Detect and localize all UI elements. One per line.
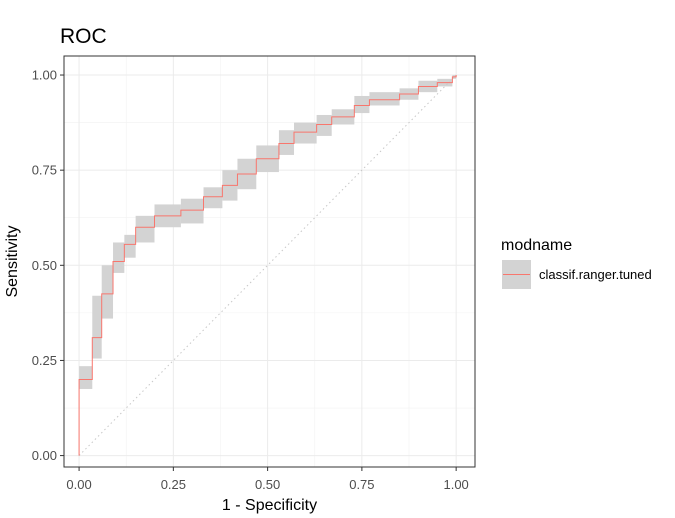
chart-title: ROC [60,25,107,48]
confidence-band-segment [180,198,204,224]
legend-item-label: classif.ranger.tuned [539,267,652,282]
x-tick-label-0: 0.00 [66,477,91,492]
legend-title: modname [501,237,572,254]
legend: modname classif.ranger.tuned [501,237,652,289]
x-tick-label-4: 1.00 [443,477,468,492]
confidence-band-segment [278,130,295,155]
confidence-band-segment [79,366,93,389]
x-tick-label-2: 0.50 [255,477,280,492]
confidence-band-segment [113,242,125,273]
confidence-band-segment [354,95,370,114]
y-tick-label-2: 0.50 [32,258,57,273]
confidence-band-segment [135,215,155,243]
x-axis-title: 1 - Specificity [222,497,317,514]
y-tick-label-0: 0.00 [32,448,57,463]
y-tick-label-4: 1.00 [32,68,57,83]
roc-curve-line [78,75,457,456]
x-tick-label-3: 0.75 [349,477,374,492]
y-axis-ticks: 0.00 0.25 0.50 0.75 1.00 [32,68,64,463]
y-tick-label-3: 0.75 [32,163,57,178]
confidence-band-segment [92,295,102,359]
x-axis-ticks: 0.00 0.25 0.50 0.75 1.00 [66,467,469,492]
confidence-band-segment [124,234,136,258]
confidence-band-segment [316,114,332,136]
grid-lines [64,56,475,467]
panel-border [63,55,476,468]
confidence-band-segment [101,265,114,319]
plot-panel [64,56,475,467]
x-tick-label-1: 0.25 [161,477,186,492]
confidence-band-segment [203,187,223,209]
y-axis-title: Sensitivity [4,225,21,297]
confidence-band-segment [369,92,400,106]
reference-diagonal [78,74,457,456]
y-tick-label-1: 0.25 [32,353,57,368]
confidence-band-segment [294,122,317,144]
